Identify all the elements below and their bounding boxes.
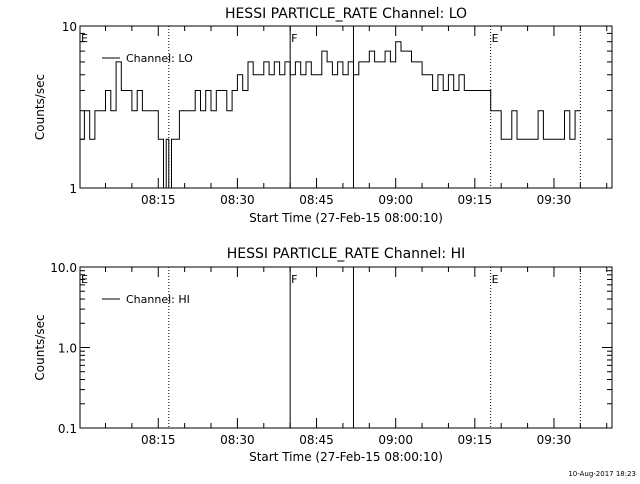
x-tick-label: 08:45 bbox=[299, 433, 334, 447]
chart-title: HESSI PARTICLE_RATE Channel: LO bbox=[225, 6, 467, 22]
x-tick-label: 08:15 bbox=[141, 193, 176, 207]
x-tick-label: 09:30 bbox=[537, 193, 572, 207]
event-marker-label: E bbox=[492, 32, 499, 45]
event-marker-label: E bbox=[492, 273, 499, 286]
x-tick-label: 08:45 bbox=[299, 193, 334, 207]
y-axis-label: Counts/sec bbox=[33, 74, 47, 140]
x-tick-label: 09:15 bbox=[458, 433, 493, 447]
x-axis-label: Start Time (27-Feb-15 08:00:10) bbox=[249, 450, 443, 464]
timestamp-footer: 10-Aug-2017 18:23 bbox=[568, 470, 636, 478]
y-tick-label: 10 bbox=[62, 20, 77, 34]
y-tick-label: 1 bbox=[69, 182, 77, 196]
x-tick-label: 09:15 bbox=[458, 193, 493, 207]
x-tick-label: 09:00 bbox=[378, 433, 413, 447]
y-axis-label: Counts/sec bbox=[33, 314, 47, 380]
y-tick-label: 0.1 bbox=[58, 422, 77, 436]
x-tick-label: 09:00 bbox=[378, 193, 413, 207]
legend-label: Channel: HI bbox=[126, 293, 190, 306]
x-tick-label: 08:30 bbox=[220, 433, 255, 447]
series-line bbox=[80, 41, 581, 189]
x-tick-label: 08:30 bbox=[220, 193, 255, 207]
y-tick-label: 1.0 bbox=[58, 342, 77, 356]
x-tick-label: 08:15 bbox=[141, 433, 176, 447]
x-tick-label: 09:30 bbox=[537, 433, 572, 447]
chart-title: HESSI PARTICLE_RATE Channel: HI bbox=[227, 246, 465, 262]
legend-label: Channel: LO bbox=[126, 52, 193, 65]
plot-frame bbox=[79, 266, 613, 429]
y-tick-label: 10.0 bbox=[50, 261, 77, 275]
event-marker-label: E bbox=[81, 273, 88, 286]
event-marker-label: F bbox=[291, 32, 297, 45]
x-axis-label: Start Time (27-Feb-15 08:00:10) bbox=[249, 211, 443, 225]
plot-frame bbox=[79, 25, 613, 189]
event-marker-label: E bbox=[81, 32, 88, 45]
event-marker-label: F bbox=[291, 273, 297, 286]
